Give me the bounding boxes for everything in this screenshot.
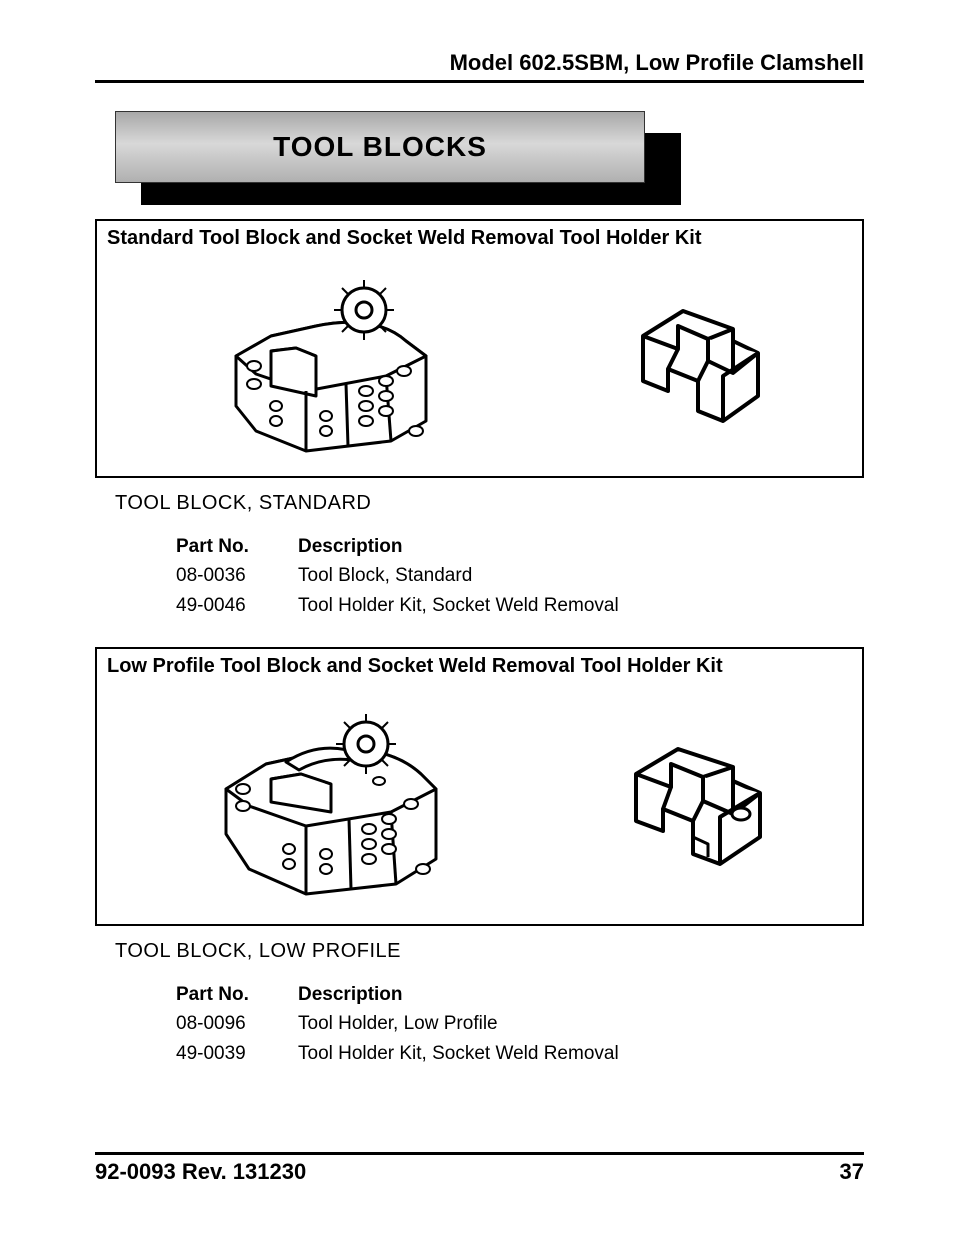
page-number: 37 — [840, 1159, 864, 1185]
table-header-desc: Description — [297, 535, 647, 560]
title-bar: TOOL BLOCKS — [115, 111, 645, 183]
table-row: 49-0046 Tool Holder Kit, Socket Weld Rem… — [175, 592, 647, 620]
title-bar-container: TOOL BLOCKS — [115, 111, 670, 191]
doc-rev: 92-0093 Rev. 131230 — [95, 1159, 306, 1185]
desc-cell: Tool Holder Kit, Socket Weld Removal — [297, 1040, 647, 1068]
figure-images-lowprofile — [107, 684, 852, 914]
desc-cell: Tool Holder Kit, Socket Weld Removal — [297, 592, 647, 620]
figure-title-lowprofile: Low Profile Tool Block and Socket Weld R… — [107, 655, 852, 678]
table-header-part: Part No. — [175, 983, 295, 1008]
title-bar-text: TOOL BLOCKS — [273, 131, 487, 163]
page-footer: 92-0093 Rev. 131230 37 — [95, 1152, 864, 1185]
tool-holder-standard-drawing — [613, 281, 783, 441]
figure-title-standard: Standard Tool Block and Socket Weld Remo… — [107, 227, 852, 250]
figure-box-standard: Standard Tool Block and Socket Weld Remo… — [95, 219, 864, 478]
desc-cell: Tool Holder, Low Profile — [297, 1010, 647, 1038]
table-row: 08-0096 Tool Holder, Low Profile — [175, 1010, 647, 1038]
part-no-cell: 49-0046 — [175, 592, 295, 620]
desc-cell: Tool Block, Standard — [297, 562, 647, 590]
figure-box-lowprofile: Low Profile Tool Block and Socket Weld R… — [95, 647, 864, 926]
tool-block-lowprofile-drawing — [171, 684, 481, 914]
table-header-desc: Description — [297, 983, 647, 1008]
part-no-cell: 08-0036 — [175, 562, 295, 590]
tool-block-standard-drawing — [176, 256, 476, 466]
part-no-cell: 49-0039 — [175, 1040, 295, 1068]
table-row: 08-0036 Tool Block, Standard — [175, 562, 647, 590]
part-no-cell: 08-0096 — [175, 1010, 295, 1038]
parts-table-standard: Part No. Description 08-0036 Tool Block,… — [173, 533, 649, 621]
section-label-standard: TOOL BLOCK, STANDARD — [115, 492, 864, 515]
model-title: Model 602.5SBM, Low Profile Clamshell — [450, 50, 864, 75]
section-label-lowprofile: TOOL BLOCK, LOW PROFILE — [115, 940, 864, 963]
figure-images-standard — [107, 256, 852, 466]
parts-table-lowprofile: Part No. Description 08-0096 Tool Holder… — [173, 981, 649, 1069]
tool-holder-lowprofile-drawing — [608, 719, 788, 879]
page-header: Model 602.5SBM, Low Profile Clamshell — [95, 50, 864, 83]
table-header-part: Part No. — [175, 535, 295, 560]
table-row: 49-0039 Tool Holder Kit, Socket Weld Rem… — [175, 1040, 647, 1068]
